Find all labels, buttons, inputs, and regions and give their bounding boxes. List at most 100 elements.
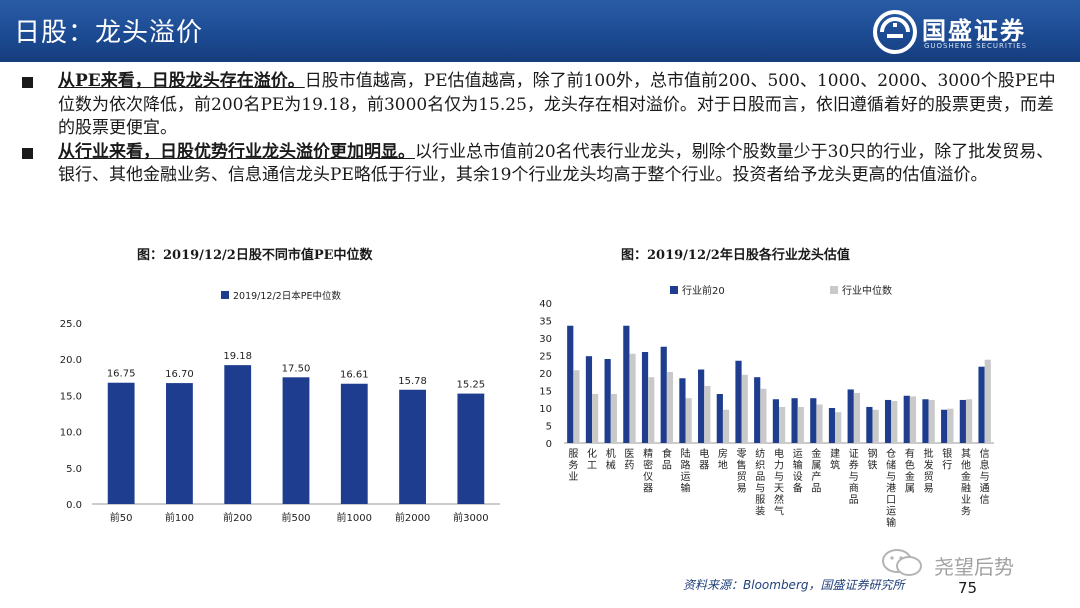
bar <box>978 366 985 443</box>
bar <box>810 398 817 443</box>
wechat-icon <box>882 549 922 576</box>
y-tick-label: 0 <box>546 439 552 450</box>
bar <box>835 412 842 443</box>
legend-label: 行业前20 <box>682 284 725 297</box>
data-label: 17.50 <box>282 363 311 374</box>
x-tick-label: 前500 <box>281 511 310 524</box>
legend-swatch <box>670 286 678 294</box>
bar <box>567 325 574 443</box>
bar <box>754 377 761 443</box>
bar <box>959 399 966 443</box>
bar <box>866 406 873 443</box>
bar <box>457 393 485 504</box>
bullet-list: 从PE来看，日股龙头存在溢价。日股市值越高，PE估值越高，除了前100外，总市值… <box>20 70 1065 188</box>
watermark-text: 尧望后势 <box>934 555 1014 579</box>
bar <box>872 409 879 443</box>
bar <box>791 398 798 443</box>
watermark: 尧望后势 <box>880 548 1060 579</box>
bar <box>679 378 686 443</box>
x-tick-label: 前100 <box>165 511 194 524</box>
y-tick-label: 35 <box>539 317 552 328</box>
square-bullet-icon <box>22 147 33 159</box>
data-label: 16.61 <box>340 370 369 381</box>
bar <box>760 388 767 443</box>
x-tick-label: 批发贸易 <box>924 447 934 495</box>
bar <box>797 406 804 443</box>
x-tick-label: 钢铁 <box>867 447 877 472</box>
bar <box>903 395 910 443</box>
x-tick-label: 电器 <box>699 447 709 472</box>
bar <box>592 394 599 443</box>
data-label: 16.70 <box>165 369 194 380</box>
x-tick-label: 纺织品与服装 <box>755 447 765 518</box>
y-tick-label: 5.0 <box>66 464 82 475</box>
x-tick-label: 金属产品 <box>811 447 821 495</box>
x-tick-label: 前50 <box>110 511 133 524</box>
bar <box>965 399 973 443</box>
bar <box>666 371 674 443</box>
x-tick-label: 电力与天然气 <box>774 447 784 518</box>
y-tick-label: 30 <box>539 334 552 345</box>
y-tick-label: 20.0 <box>60 355 82 366</box>
legend-swatch <box>221 291 229 299</box>
bar <box>166 383 193 504</box>
x-tick-label: 服务业 <box>568 448 578 483</box>
x-tick-label: 食品 <box>662 447 672 472</box>
bar <box>884 399 892 443</box>
x-tick-label: 房地 <box>718 447 728 472</box>
bar <box>660 346 667 443</box>
x-tick-label: 仓储与港口运输 <box>886 447 896 529</box>
bar <box>741 374 748 443</box>
market-cap-pe-chart: 2019/12/2日本PE中位数 0.0 5.0 10.0 15.0 20.0 25.0 16… <box>60 290 500 524</box>
bar <box>648 377 655 443</box>
x-tick-label: 信息与通信 <box>980 448 990 506</box>
y-tick-label: 15 <box>539 387 552 398</box>
bullet-item: 从PE来看，日股龙头存在溢价。日股市值越高，PE估值越高，除了前100外，总市值… <box>20 70 1065 141</box>
bar <box>984 359 991 443</box>
y-tick-label: 5 <box>546 422 552 433</box>
y-tick-label: 25 <box>539 352 552 363</box>
bar <box>947 408 954 443</box>
bar <box>623 325 630 443</box>
x-tick-label: 证券与商品 <box>849 448 859 506</box>
bar <box>107 382 135 504</box>
x-tick-label: 机械 <box>606 447 616 472</box>
x-tick-label: 运输设备 <box>793 448 803 495</box>
y-tick-label: 15.0 <box>60 391 82 402</box>
bar <box>604 359 611 443</box>
bar <box>573 370 580 443</box>
x-tick-label: 化工 <box>587 447 597 472</box>
bullet-item: 从行业来看，日股优势行业龙头溢价更加明显。以行业总市值前20名代表行业龙头，剔除… <box>20 141 1065 188</box>
bar <box>282 377 310 504</box>
bar <box>704 385 711 443</box>
bar <box>828 408 836 443</box>
bar <box>847 389 854 443</box>
company-logo: 国盛证券 GUOSHENG SECURITIES <box>872 9 1072 55</box>
right-chart-title: 图：2019/12/2年日股各行业龙头估值 <box>621 248 850 263</box>
logo-emblem-icon <box>873 10 917 54</box>
y-tick-label: 0.0 <box>66 500 82 511</box>
y-tick-label: 20 <box>539 369 552 380</box>
x-tick-label: 精密仪器 <box>643 447 653 495</box>
bar <box>610 394 617 443</box>
x-tick-label: 前3000 <box>453 511 488 524</box>
industry-leader-pe-chart: 行业前20 行业中位数 0 5 10 15 20 25 30 35 40 服务业化工机械医药精密仪器食… <box>539 284 994 529</box>
y-tick-label: 10.0 <box>60 428 82 439</box>
bar <box>585 356 593 443</box>
bar <box>340 383 368 504</box>
bar <box>716 394 723 443</box>
page-title: 日股：龙头溢价 <box>14 18 204 48</box>
x-tick-label: 前200 <box>223 511 252 524</box>
bullet-body: 日股市值越高，PE估值越高，除了前100外，总市值前200、500、1000、2… <box>58 71 1056 138</box>
x-tick-label: 前1000 <box>337 511 372 524</box>
bullet-heading: 从PE来看，日股龙头存在溢价。 <box>58 71 305 91</box>
bar <box>941 409 948 443</box>
square-bullet-icon <box>22 77 33 88</box>
bar <box>928 399 935 443</box>
bar <box>922 399 929 443</box>
x-tick-label: 有色金属 <box>905 447 915 495</box>
y-tick-label: 10 <box>539 404 552 415</box>
legend-label: 2019/12/2日本PE中位数 <box>233 290 341 302</box>
bar <box>909 396 917 443</box>
bar <box>629 353 636 443</box>
